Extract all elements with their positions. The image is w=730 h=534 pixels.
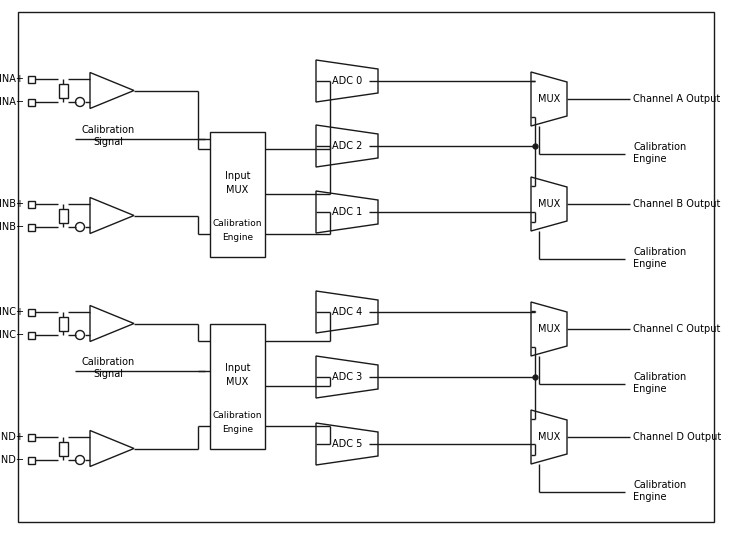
Bar bbox=[58, 208, 67, 223]
Text: ADC 3: ADC 3 bbox=[332, 372, 362, 382]
Text: IND−: IND− bbox=[0, 455, 24, 465]
Polygon shape bbox=[531, 302, 567, 356]
Text: INB+: INB+ bbox=[0, 199, 24, 209]
Text: MUX: MUX bbox=[538, 432, 560, 442]
Text: INC−: INC− bbox=[0, 330, 24, 340]
Text: Calibration: Calibration bbox=[81, 357, 134, 367]
Text: Input: Input bbox=[225, 363, 250, 373]
Bar bbox=[28, 75, 34, 82]
Text: ADC 4: ADC 4 bbox=[332, 307, 362, 317]
Text: Calibration: Calibration bbox=[212, 219, 262, 229]
Circle shape bbox=[75, 98, 85, 106]
Bar bbox=[210, 131, 265, 256]
Text: IND+: IND+ bbox=[0, 432, 24, 442]
Polygon shape bbox=[90, 430, 134, 467]
Text: Channel B Output: Channel B Output bbox=[633, 199, 721, 209]
Text: Engine: Engine bbox=[222, 232, 253, 241]
Text: Signal: Signal bbox=[93, 137, 123, 147]
Text: MUX: MUX bbox=[538, 324, 560, 334]
Circle shape bbox=[75, 456, 85, 465]
Bar bbox=[28, 309, 34, 316]
Text: Calibration: Calibration bbox=[81, 125, 134, 135]
Bar bbox=[28, 434, 34, 441]
Bar bbox=[28, 98, 34, 106]
Text: Engine: Engine bbox=[633, 384, 666, 394]
Polygon shape bbox=[90, 73, 134, 108]
Text: Engine: Engine bbox=[633, 259, 666, 269]
Bar bbox=[58, 83, 67, 98]
Text: MUX: MUX bbox=[226, 185, 249, 195]
Bar bbox=[28, 332, 34, 339]
Polygon shape bbox=[90, 305, 134, 342]
Bar bbox=[28, 457, 34, 464]
Text: ADC 0: ADC 0 bbox=[332, 76, 362, 86]
Bar bbox=[58, 442, 67, 456]
Text: Engine: Engine bbox=[633, 154, 666, 164]
Bar bbox=[28, 200, 34, 208]
Text: Signal: Signal bbox=[93, 369, 123, 379]
Text: MUX: MUX bbox=[538, 94, 560, 104]
Text: ADC 2: ADC 2 bbox=[332, 141, 362, 151]
Text: Engine: Engine bbox=[222, 425, 253, 434]
Text: Calibration: Calibration bbox=[633, 247, 686, 257]
Polygon shape bbox=[316, 356, 378, 398]
Circle shape bbox=[75, 223, 85, 232]
Polygon shape bbox=[90, 198, 134, 233]
Text: Input: Input bbox=[225, 171, 250, 181]
Polygon shape bbox=[316, 291, 378, 333]
Text: Calibration: Calibration bbox=[633, 480, 686, 490]
Text: INA+: INA+ bbox=[0, 74, 24, 84]
Text: Channel A Output: Channel A Output bbox=[633, 94, 721, 104]
Text: INA−: INA− bbox=[0, 97, 24, 107]
Text: ADC 5: ADC 5 bbox=[332, 439, 362, 449]
Polygon shape bbox=[316, 191, 378, 233]
Polygon shape bbox=[316, 125, 378, 167]
Text: Calibration: Calibration bbox=[633, 372, 686, 382]
Text: ADC 1: ADC 1 bbox=[332, 207, 362, 217]
Text: MUX: MUX bbox=[226, 377, 249, 387]
Text: Calibration: Calibration bbox=[633, 142, 686, 152]
Text: Channel C Output: Channel C Output bbox=[633, 324, 721, 334]
Polygon shape bbox=[316, 60, 378, 102]
Text: Calibration: Calibration bbox=[212, 412, 262, 420]
Text: Channel D Output: Channel D Output bbox=[633, 432, 721, 442]
Bar bbox=[210, 324, 265, 449]
Polygon shape bbox=[531, 177, 567, 231]
Polygon shape bbox=[316, 423, 378, 465]
Text: INC+: INC+ bbox=[0, 307, 24, 317]
Polygon shape bbox=[531, 72, 567, 126]
Text: Engine: Engine bbox=[633, 492, 666, 502]
Text: MUX: MUX bbox=[538, 199, 560, 209]
Bar bbox=[58, 317, 67, 331]
Text: INB−: INB− bbox=[0, 222, 24, 232]
Polygon shape bbox=[531, 410, 567, 464]
Circle shape bbox=[75, 331, 85, 340]
Bar bbox=[28, 224, 34, 231]
